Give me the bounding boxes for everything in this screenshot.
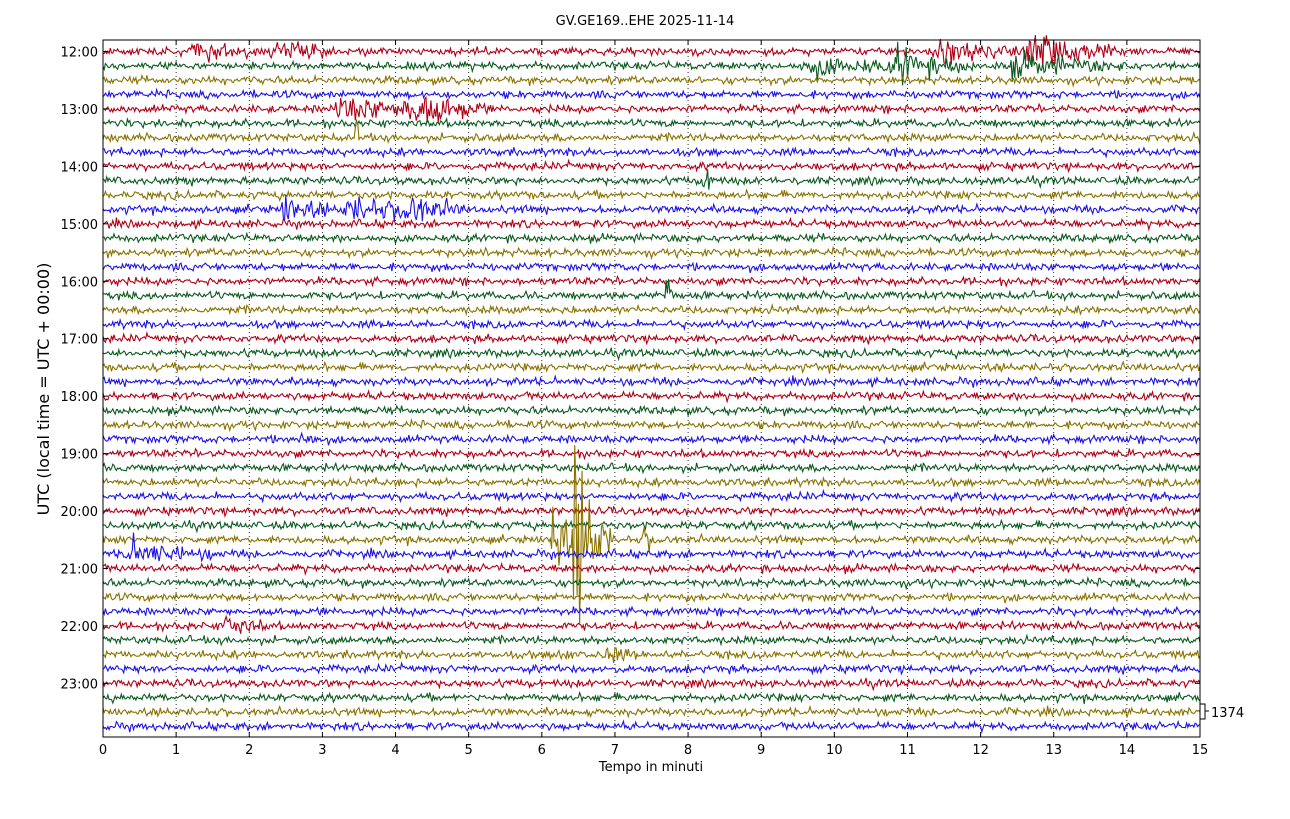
hour-label: 23:00 bbox=[61, 677, 98, 692]
trace-line bbox=[102, 532, 1201, 563]
traces bbox=[102, 35, 1201, 735]
trace-line bbox=[102, 145, 1201, 159]
x-tick-label: 4 bbox=[391, 743, 399, 758]
trace-line bbox=[102, 317, 1201, 332]
x-axis-label: Tempo in minuti bbox=[598, 760, 703, 775]
hour-label: 16:00 bbox=[61, 275, 98, 290]
trace-line bbox=[102, 388, 1201, 404]
trace-line bbox=[102, 431, 1201, 446]
trace-line bbox=[102, 417, 1201, 433]
trace-line bbox=[102, 445, 1201, 625]
trace-line bbox=[102, 41, 1201, 86]
grid-lines bbox=[175, 40, 1128, 737]
hour-label: 14:00 bbox=[61, 160, 98, 175]
x-tick-label: 13 bbox=[1045, 743, 1062, 758]
trace-line bbox=[102, 561, 1201, 576]
x-tick-label: 2 bbox=[245, 743, 253, 758]
hour-label: 22:00 bbox=[61, 620, 98, 635]
y-axis: 12:00 13:00 14:00 15:00 16:00 17:00 18:00 19:00… bbox=[61, 46, 1200, 692]
scale-indicator: 1374 bbox=[1200, 703, 1244, 721]
trace-line bbox=[102, 274, 1201, 289]
plot-frame bbox=[102, 39, 1201, 738]
hour-label: 13:00 bbox=[61, 103, 98, 118]
x-tick-label: 8 bbox=[684, 743, 692, 758]
hour-label: 12:00 bbox=[61, 46, 98, 61]
hour-label: 18:00 bbox=[61, 390, 98, 405]
trace-line bbox=[102, 194, 1201, 222]
trace-line bbox=[102, 447, 1201, 461]
trace-line bbox=[102, 158, 1201, 174]
trace-line bbox=[102, 633, 1201, 647]
trace-line bbox=[102, 704, 1201, 719]
x-tick-label: 0 bbox=[99, 743, 107, 758]
x-tick-label: 11 bbox=[899, 743, 916, 758]
trace-line bbox=[102, 96, 1201, 123]
trace-line bbox=[102, 231, 1201, 246]
trace-line bbox=[102, 245, 1201, 261]
x-tick-label: 15 bbox=[1192, 743, 1209, 758]
trace-line bbox=[102, 360, 1201, 374]
trace-line bbox=[102, 475, 1201, 489]
x-tick-label: 9 bbox=[757, 743, 765, 758]
x-tick-label: 12 bbox=[972, 743, 989, 758]
trace-line bbox=[102, 188, 1201, 203]
trace-line bbox=[102, 591, 1201, 604]
x-tick-label: 6 bbox=[538, 743, 546, 758]
trace-line bbox=[102, 646, 1201, 663]
trace-line bbox=[102, 488, 1201, 504]
trace-line bbox=[102, 661, 1201, 676]
trace-line bbox=[102, 605, 1201, 618]
trace-line bbox=[102, 330, 1201, 346]
trace-line bbox=[102, 87, 1201, 101]
trace-line bbox=[102, 303, 1201, 317]
hour-label: 15:00 bbox=[61, 218, 98, 233]
x-tick-label: 10 bbox=[826, 743, 843, 758]
trace-line bbox=[102, 690, 1201, 705]
trace-line bbox=[102, 404, 1201, 418]
trace-line bbox=[102, 374, 1201, 388]
hour-label: 17:00 bbox=[61, 333, 98, 348]
trace-line bbox=[102, 719, 1201, 735]
y-axis-label: UTC (local time = UTC + 00:00) bbox=[34, 263, 53, 516]
chart-title: GV.GE169..EHE 2025-11-14 bbox=[556, 14, 735, 29]
hour-label: 21:00 bbox=[61, 562, 98, 577]
trace-line bbox=[102, 169, 1201, 190]
trace-line bbox=[102, 518, 1201, 534]
x-tick-label: 1 bbox=[172, 743, 180, 758]
trace-line bbox=[102, 117, 1201, 131]
trace-line bbox=[102, 677, 1201, 692]
x-axis: 0 1 2 3 4 5 6 7 8 9 10 11 12 13 14 15 bbox=[99, 40, 1208, 758]
scale-label: 1374 bbox=[1211, 706, 1244, 721]
trace-line bbox=[102, 614, 1201, 634]
trace-line bbox=[102, 505, 1201, 518]
trace-line bbox=[102, 216, 1201, 232]
hour-label: 20:00 bbox=[61, 505, 98, 520]
trace-line bbox=[102, 279, 1201, 303]
trace-line bbox=[102, 575, 1201, 591]
x-tick-label: 3 bbox=[318, 743, 326, 758]
trace-line bbox=[102, 461, 1201, 475]
trace-line bbox=[102, 120, 1201, 145]
x-tick-label: 14 bbox=[1119, 743, 1136, 758]
x-tick-label: 5 bbox=[465, 743, 473, 758]
hour-label: 19:00 bbox=[61, 448, 98, 463]
trace-line bbox=[102, 73, 1201, 88]
trace-line bbox=[102, 346, 1201, 362]
x-tick-label: 7 bbox=[611, 743, 619, 758]
trace-line bbox=[103, 35, 1201, 67]
trace-line bbox=[102, 261, 1201, 274]
